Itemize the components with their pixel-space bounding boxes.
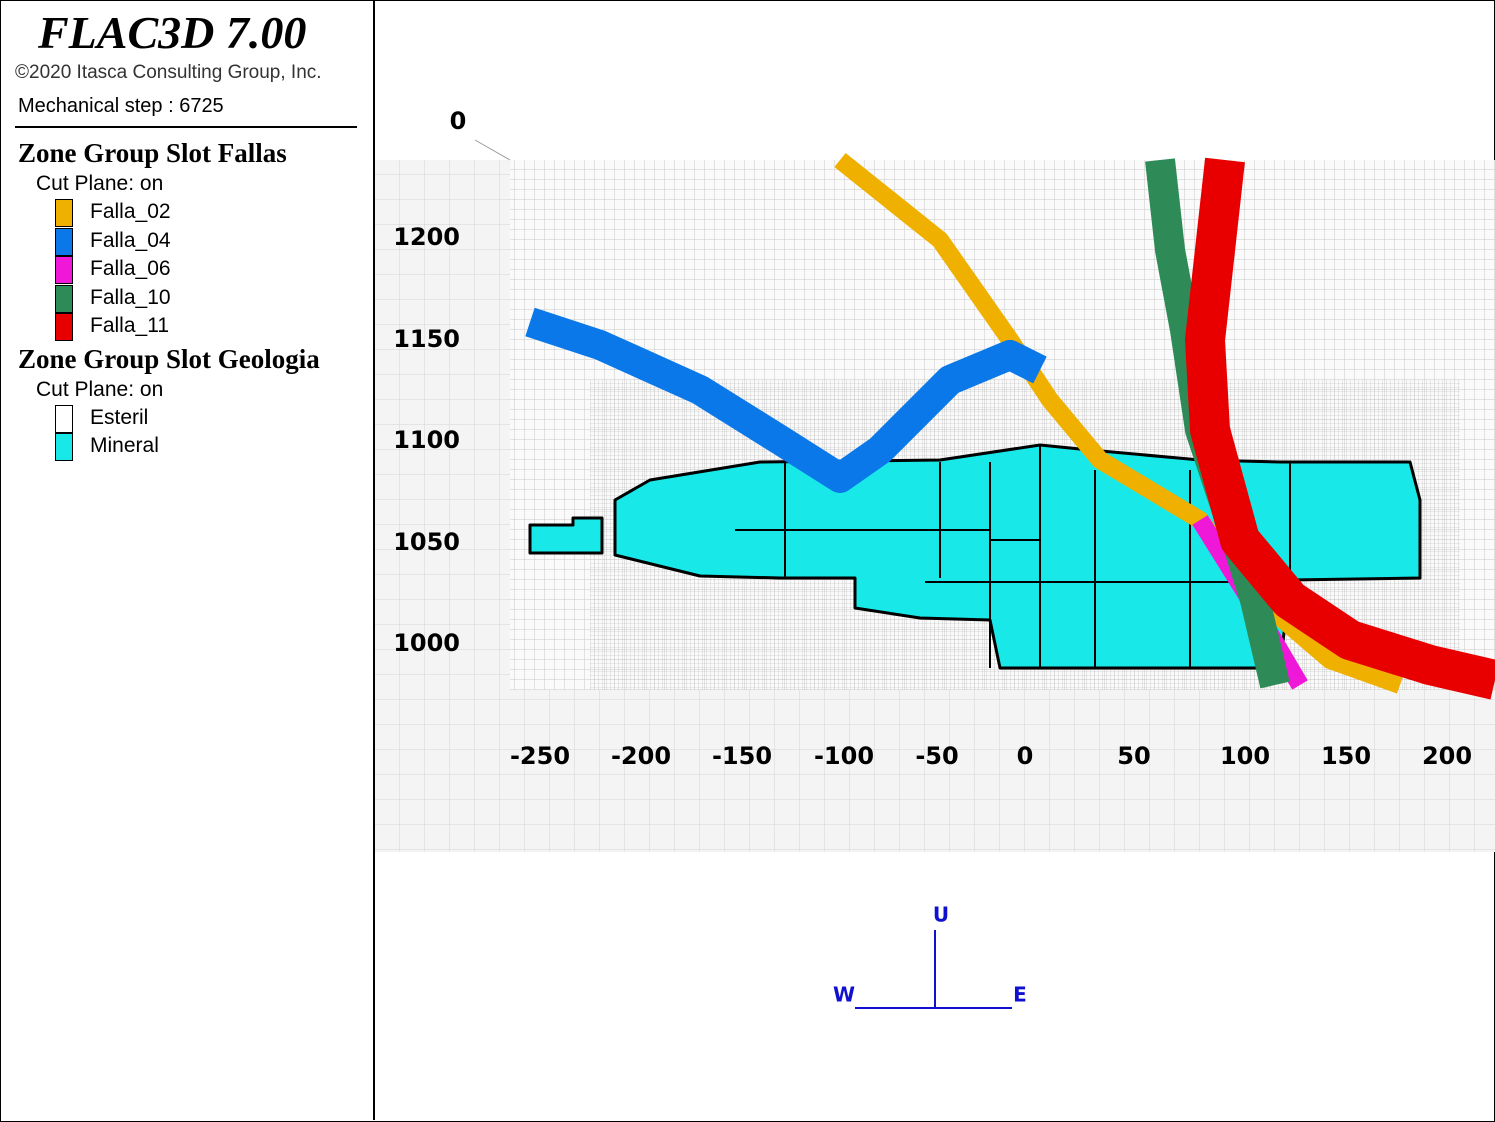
fault-02 bbox=[834, 152, 1404, 694]
legend-swatch bbox=[55, 433, 73, 461]
axis-corner-line bbox=[474, 139, 511, 161]
x-tick-label: -100 bbox=[814, 742, 874, 770]
legend-swatch bbox=[55, 284, 73, 313]
legend-swatch bbox=[55, 199, 73, 227]
separator bbox=[15, 126, 357, 128]
x-tick-label: 100 bbox=[1220, 742, 1270, 770]
geometry bbox=[525, 152, 1495, 700]
step: Mechanical step : 6725 bbox=[18, 95, 224, 117]
legend-label: Esteril bbox=[90, 405, 149, 429]
x-tick-label: -150 bbox=[712, 742, 772, 770]
x-tick-label: 0 bbox=[1017, 742, 1034, 770]
x-tick-label: 150 bbox=[1321, 742, 1371, 770]
legend-panel: FLAC3D 7.00 ©2020 Itasca Consulting Grou… bbox=[0, 0, 375, 1120]
y-tick-label: 1200 bbox=[393, 223, 460, 251]
legend-subtitle: Cut Plane: on bbox=[36, 172, 164, 195]
copyright: ©2020 Itasca Consulting Group, Inc. bbox=[15, 62, 322, 83]
compass-e: E bbox=[1013, 983, 1027, 1007]
legend-label: Falla_04 bbox=[90, 228, 171, 252]
compass-u: U bbox=[933, 903, 949, 927]
legend-label: Mineral bbox=[90, 434, 159, 457]
legend-subtitle: Cut Plane: on bbox=[36, 377, 164, 401]
block-boundary bbox=[735, 445, 1291, 668]
axis-corner-label: 0 bbox=[450, 107, 467, 135]
y-tick-label: 1050 bbox=[393, 528, 460, 556]
legend-swatch bbox=[55, 256, 73, 284]
title: FLAC3D 7.00 bbox=[38, 7, 307, 58]
fault-11 bbox=[1185, 157, 1495, 700]
legend-label: Falla_10 bbox=[90, 285, 171, 309]
x-tick-label: -200 bbox=[611, 742, 671, 770]
legend-swatch bbox=[55, 404, 73, 433]
x-tick-label: 50 bbox=[1117, 742, 1150, 770]
fault-04 bbox=[525, 307, 1047, 493]
compass-w: W bbox=[833, 983, 855, 1007]
legend-swatch bbox=[55, 227, 73, 256]
legend-swatch bbox=[55, 313, 73, 341]
x-tick-label: 200 bbox=[1422, 742, 1472, 770]
y-tick-label: 1100 bbox=[393, 426, 460, 454]
y-tick-label: 1150 bbox=[393, 325, 460, 353]
legend-label: Falla_06 bbox=[90, 257, 171, 280]
mineral-body bbox=[528, 516, 604, 555]
x-tick-label: -250 bbox=[510, 742, 570, 770]
legend-label: Falla_02 bbox=[90, 200, 171, 223]
x-tick-label: -50 bbox=[915, 742, 958, 770]
legend-label: Falla_11 bbox=[90, 314, 169, 337]
y-tick-label: 1000 bbox=[393, 629, 460, 657]
legend-group-title: Zone Group Slot Fallas bbox=[18, 138, 287, 168]
plot: 0 U W E -250 -200 -150 -100 -50 0 50 100 150 200 1… bbox=[375, 107, 1495, 1009]
compass bbox=[855, 930, 1012, 1009]
legend-group-title: Zone Group Slot Geologia bbox=[18, 343, 320, 374]
